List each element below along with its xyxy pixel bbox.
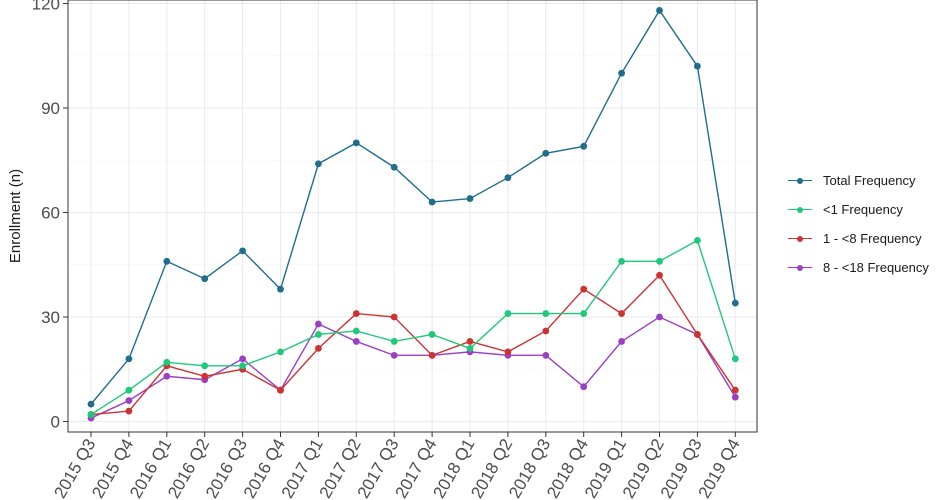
data-point [201,275,209,283]
data-point [694,62,701,70]
data-point [352,327,360,335]
legend-key [785,260,815,276]
data-point [125,397,133,405]
series-0 [87,7,739,408]
data-point [580,285,588,293]
data-point [504,310,512,317]
y-tick-label: 60 [41,204,60,223]
y-axis: 0 30 60 90 120 [32,0,68,432]
legend-key [785,202,815,218]
data-point [315,320,322,328]
data-point [618,338,625,345]
data-point [315,344,322,352]
y-axis-title: Enrollment (n) [7,169,24,263]
data-point [315,160,322,168]
data-point [352,338,360,345]
data-point [315,331,322,338]
data-point [277,348,284,356]
plot-panel-border [67,0,758,433]
data-point [542,310,550,317]
data-point [352,310,360,317]
data-point [352,139,360,147]
legend-label: 1 - <8 Frequency [823,231,922,246]
minor-gridlines [68,55,757,370]
data-point [694,236,701,244]
data-point [542,327,550,335]
data-point [87,411,95,418]
data-point [277,386,284,394]
data-point [731,355,739,363]
data-point [239,247,247,255]
data-point [428,331,436,338]
legend-label: Total Frequency [823,173,916,188]
data-point [466,195,474,202]
legend-key-point [797,235,803,242]
legend-item: Total Frequency [785,166,945,195]
series-line [90,239,736,416]
data-point [125,386,133,394]
data-point [656,7,663,14]
data-point [125,407,133,415]
data-point [694,331,701,338]
data-point [580,310,588,317]
series-1 [87,236,739,418]
data-point [731,386,739,394]
legend-key [785,231,815,247]
y-tick-label: 30 [41,308,60,327]
legend-key-point [797,177,803,184]
data-point [239,362,247,370]
legend-key [785,173,815,189]
y-tick-label: 90 [41,99,60,118]
data-point [125,355,133,363]
legend-key-point [797,206,803,213]
data-point [731,299,739,307]
series-line [90,316,736,419]
data-point [542,149,550,157]
y-tick-label: 0 [51,413,60,432]
data-point [201,362,209,370]
data-point [618,310,625,317]
data-point [656,313,663,321]
data-point [618,69,625,77]
data-point [580,142,588,150]
data-point [239,355,247,363]
legend-item: 8 - <18 Frequency [785,253,945,282]
data-point [542,351,550,359]
data-point [277,285,284,293]
data-point [163,257,171,265]
y-tick-label: 120 [32,0,60,13]
data-point [428,198,436,206]
series-line [90,9,736,405]
series-layer [87,7,739,422]
legend: Total Frequency <1 Frequency 1 - <8 Freque… [785,166,945,282]
data-point [504,348,512,356]
data-point [466,344,474,352]
series-3 [87,313,739,422]
legend-label: <1 Frequency [823,202,903,217]
data-point [390,351,398,359]
data-point [390,163,398,171]
data-point [163,372,171,380]
data-point [428,351,436,359]
data-point [731,393,739,401]
data-point [390,338,398,345]
data-point [504,174,512,182]
legend-key-point [797,264,803,271]
data-point [163,358,171,366]
data-point [618,257,625,265]
series-line [90,274,736,416]
legend-item: <1 Frequency [785,195,945,224]
data-point [466,338,474,345]
legend-label: 8 - <18 Frequency [823,260,929,275]
data-point [87,400,95,408]
data-point [656,271,663,279]
data-point [390,313,398,321]
data-point [201,372,209,380]
series-2 [87,271,739,418]
data-point [656,257,663,265]
legend-item: 1 - <8 Frequency [785,224,945,253]
data-point [580,383,588,391]
